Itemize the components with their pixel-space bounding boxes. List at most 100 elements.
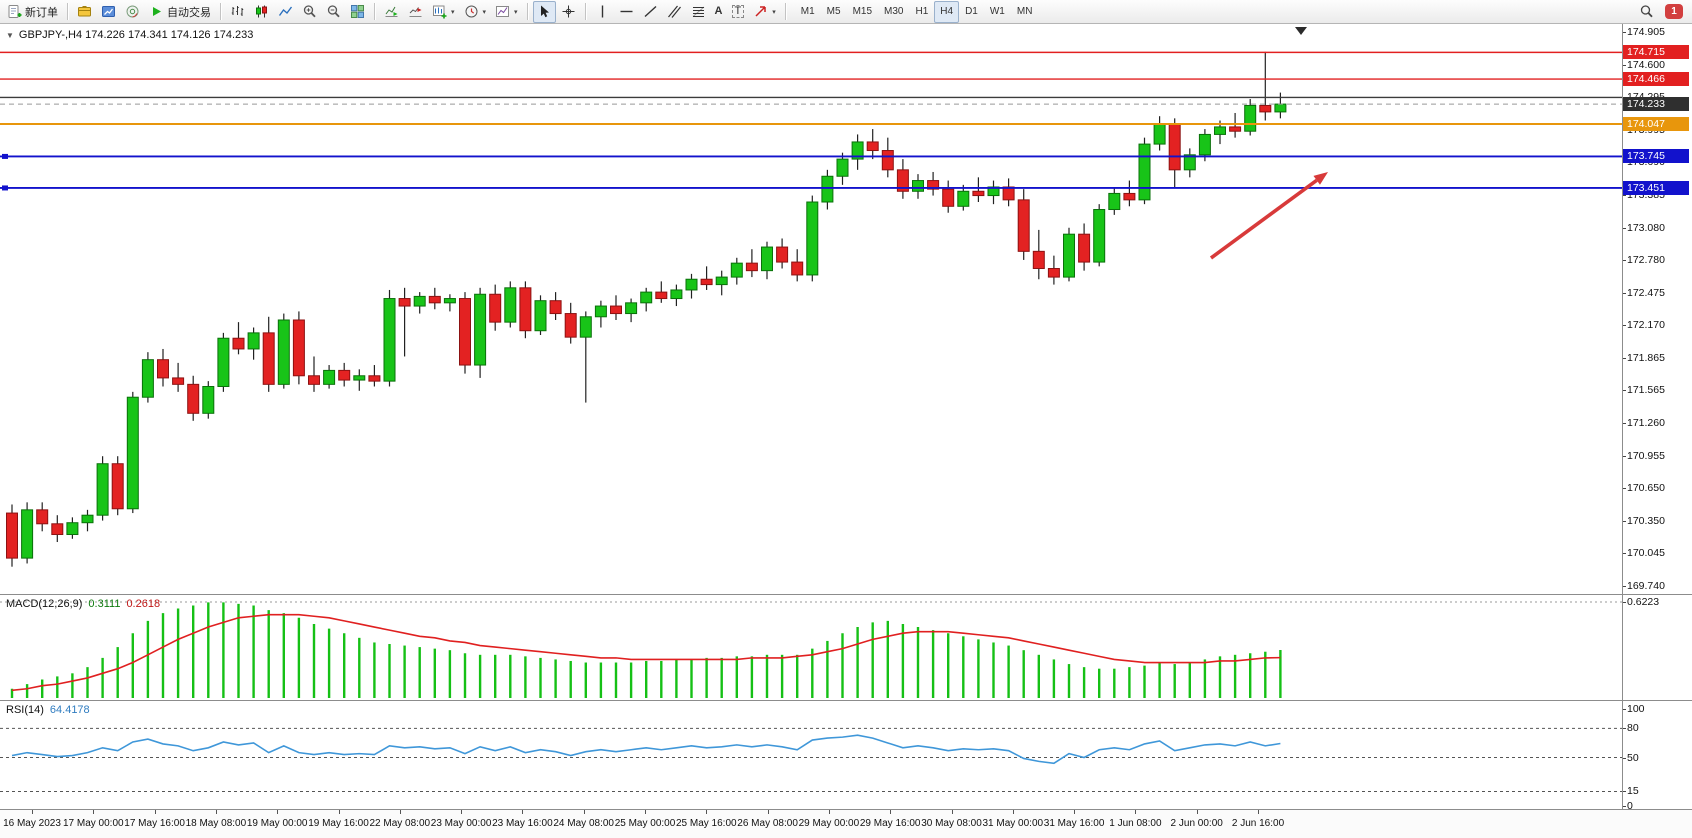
auto-scroll-icon	[384, 4, 399, 19]
macd-histogram	[10, 602, 1282, 698]
crosshair-button[interactable]	[557, 1, 580, 23]
search-button[interactable]	[1635, 1, 1658, 23]
pane-separator-rsi[interactable]	[0, 700, 1692, 701]
time-tick	[277, 810, 279, 814]
new-order-button[interactable]: 新订单	[3, 1, 62, 23]
time-tick	[1258, 810, 1259, 814]
chart-plot-area[interactable]: ▼ GBPJPY-,H4 174.226 174.341 174.126 174…	[0, 24, 1622, 810]
rsi-axis-label: 0	[1623, 800, 1633, 812]
zoom-out-button[interactable]	[322, 1, 345, 23]
periodicity-button[interactable]: ▾	[460, 1, 491, 23]
time-tick	[1074, 810, 1076, 814]
toolbar-separator	[67, 3, 68, 20]
rsi-title: RSI(14)	[6, 704, 44, 716]
community-icon	[125, 4, 140, 19]
timeframe-button-h4[interactable]: H4	[934, 0, 960, 23]
templates-button[interactable]: ▾	[491, 1, 522, 23]
chevron-down-icon: ▾	[482, 8, 487, 16]
time-tick	[1196, 810, 1198, 814]
ohlc-readout: GBPJPY-,H4 174.226 174.341 174.126 174.2…	[18, 29, 254, 41]
timeframe-button-h1[interactable]: H1	[915, 6, 929, 17]
rsi-label: RSI(14) 64.4178	[6, 704, 90, 716]
macd-title: MACD(12,26,9)	[6, 598, 83, 610]
price-line-badge: 173.745	[1623, 149, 1689, 164]
timeframe-button-w1[interactable]: W1	[989, 6, 1005, 17]
price-tick-label: 173.080	[1623, 221, 1665, 234]
profiles-button[interactable]	[97, 1, 120, 23]
time-axis-label: 23 May 16:00	[492, 818, 553, 829]
time-axis-label: 18 May 08:00	[185, 818, 247, 829]
new-chart-button[interactable]: ▾	[428, 1, 459, 23]
new-order-icon	[7, 4, 22, 19]
time-axis-label: 24 May 08:00	[553, 818, 614, 829]
timeframe-button-d1[interactable]: D1	[965, 6, 978, 17]
autotrading-button[interactable]: 自动交易	[145, 1, 215, 23]
price-line-badge: 174.047	[1623, 117, 1689, 132]
chart-shift-button[interactable]	[404, 1, 427, 23]
time-axis[interactable]: 16 May 2023 17 May 00:00 17 May 16:00 18 Ma…	[0, 809, 1692, 838]
time-tick	[399, 810, 401, 814]
symbols-button[interactable]	[73, 1, 96, 23]
profiles-icon	[101, 4, 116, 19]
rsi-line	[11, 734, 1281, 765]
horizontal-line-button[interactable]	[615, 1, 638, 23]
time-tick	[890, 810, 892, 814]
time-axis-label: 31 May 00:00	[982, 818, 1044, 829]
text-button[interactable]: A	[711, 1, 727, 23]
play-icon	[149, 4, 164, 19]
time-tick	[338, 810, 340, 814]
macd-value: 0.3111	[88, 598, 121, 610]
arrows-button[interactable]: ▾	[749, 1, 780, 23]
horizontal-line-icon	[619, 4, 634, 19]
timeframe-button-m1[interactable]: M1	[800, 6, 815, 17]
time-tick	[32, 810, 33, 814]
time-axis-label: 29 May 16:00	[859, 818, 921, 829]
trendline-button[interactable]	[639, 1, 662, 23]
chart-canvas	[0, 27, 1622, 792]
collapse-arrow-icon[interactable]: ▼	[6, 30, 14, 40]
price-tick-label: 171.260	[1623, 416, 1665, 429]
timeframe-button-mn[interactable]: MN	[1016, 6, 1033, 17]
candlestick-chart-button[interactable]	[250, 1, 273, 23]
line-anchor	[2, 153, 8, 159]
chevron-down-icon: ▾	[451, 8, 455, 16]
text-label-button[interactable]: T	[728, 1, 749, 23]
auto-scroll-button[interactable]	[380, 1, 403, 23]
notification-badge[interactable]: 1	[1665, 4, 1683, 19]
toolbar-right-group: 1	[1635, 1, 1689, 23]
tile-windows-button[interactable]	[346, 1, 369, 23]
vertical-line-icon	[595, 4, 610, 19]
trendline-icon	[643, 4, 658, 19]
time-tick	[1135, 810, 1137, 814]
price-axis[interactable]: 174.905174.600174.295173.995173.690173.3…	[1622, 24, 1692, 812]
bar-chart-icon	[230, 4, 245, 19]
toolbar-separator	[374, 3, 375, 20]
time-axis-label: 17 May 16:00	[124, 818, 185, 829]
time-tick	[767, 810, 769, 814]
time-tick	[215, 810, 217, 814]
line-chart-button[interactable]	[274, 1, 297, 23]
time-axis-label: 31 May 16:00	[1043, 818, 1105, 829]
price-tick-label: 170.350	[1623, 514, 1665, 527]
time-axis-label: 2 Jun 16:00	[1231, 818, 1285, 829]
community-button[interactable]	[121, 1, 144, 23]
bar-chart-button[interactable]	[226, 1, 249, 23]
timeframe-button-m5[interactable]: M5	[826, 6, 841, 17]
rsi-value: 64.4178	[49, 704, 90, 716]
timeframe-button-m30[interactable]: M30	[884, 6, 904, 17]
trend-arrow-head	[1313, 172, 1328, 185]
cursor-button[interactable]	[532, 0, 556, 23]
vertical-line-button[interactable]	[591, 1, 614, 23]
time-tick	[706, 810, 708, 814]
time-axis-label: 25 May 00:00	[614, 818, 676, 829]
rsi-axis-label: 15	[1623, 785, 1639, 798]
zoom-in-button[interactable]	[298, 1, 321, 23]
tile-windows-icon	[350, 4, 365, 19]
candles-layer	[6, 51, 1287, 567]
timeframe-button-m15[interactable]: M15	[852, 6, 873, 17]
pane-separator-macd[interactable]	[0, 594, 1692, 595]
channel-button[interactable]	[663, 1, 686, 23]
fibonacci-button[interactable]	[687, 1, 710, 23]
time-tick	[522, 810, 524, 814]
